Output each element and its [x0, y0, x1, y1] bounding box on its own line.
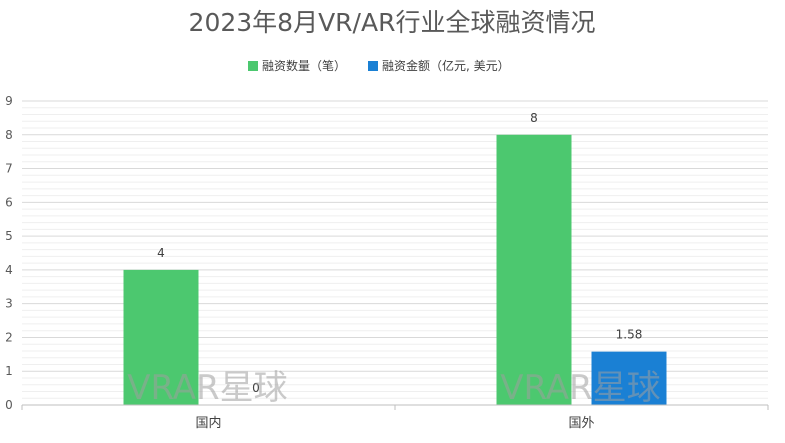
y-tick-label: 9 — [5, 94, 13, 108]
legend-swatch-amount — [368, 61, 378, 71]
watermarks: VRAR星球 VRAR星球 — [127, 368, 660, 408]
bar — [496, 134, 572, 405]
y-tick-label: 4 — [5, 263, 13, 277]
y-tick-label: 1 — [5, 364, 13, 378]
data-label: 4 — [157, 246, 165, 260]
legend-label-amount: 融资金额（亿元, 美元） — [382, 58, 510, 73]
watermark: VRAR星球 — [127, 368, 287, 408]
x-axis — [21, 404, 769, 410]
x-category-label: 国外 — [568, 416, 594, 431]
bars — [123, 134, 667, 405]
y-tick-label: 6 — [5, 195, 13, 209]
y-axis-ticks: 0 1 2 3 4 5 6 7 8 9 — [5, 94, 13, 412]
y-tick-label: 7 — [5, 162, 13, 176]
data-label: 8 — [530, 111, 538, 125]
x-axis-categories: 国内 国外 — [195, 415, 594, 431]
legend-swatch-count — [248, 61, 258, 71]
y-tick-label: 2 — [5, 330, 13, 344]
x-category-label: 国内 — [195, 415, 221, 431]
y-tick-label: 0 — [5, 398, 13, 412]
bar — [591, 351, 667, 405]
y-tick-label: 5 — [5, 229, 13, 243]
data-label: 1.58 — [616, 328, 643, 342]
data-label: 0 — [252, 381, 260, 395]
y-tick-label: 8 — [5, 128, 13, 142]
legend-label-count: 融资数量（笔） — [262, 58, 346, 73]
y-tick-label: 3 — [5, 297, 13, 311]
bar — [123, 269, 199, 405]
legend: 融资数量（笔） 融资金额（亿元, 美元） — [248, 58, 510, 73]
chart-title: 2023年8月VR/AR行业全球融资情况 — [189, 8, 596, 37]
data-labels: 4 0 8 1.58 — [157, 111, 642, 395]
watermark: VRAR星球 — [500, 368, 660, 408]
